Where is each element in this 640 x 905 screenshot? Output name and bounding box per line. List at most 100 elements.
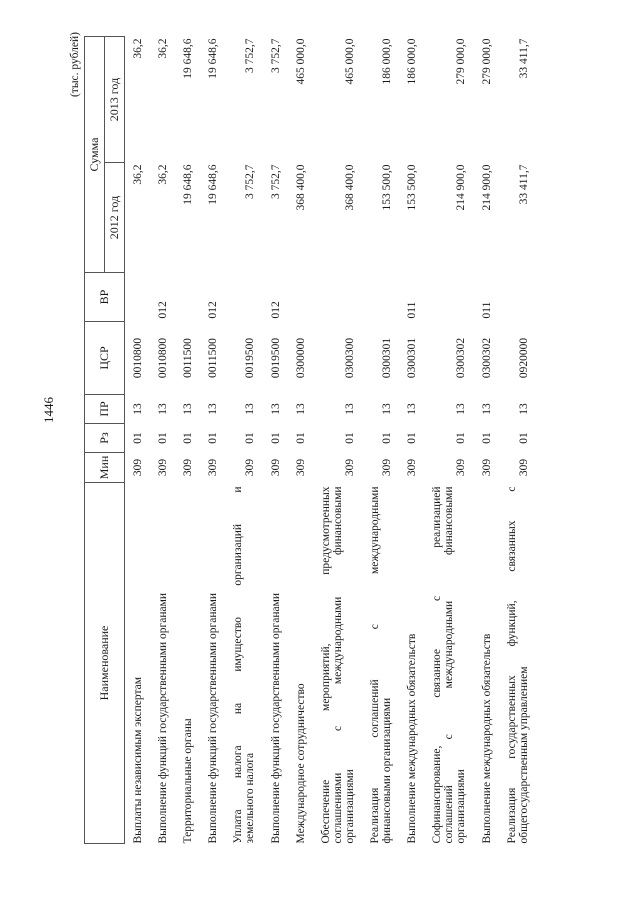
- row-name-line: Реализация соглашений с международными: [369, 486, 382, 844]
- header-vr: ВР: [84, 272, 125, 322]
- cell-min: 309: [480, 458, 493, 477]
- cell-min: 309: [517, 458, 530, 477]
- cell-pr: 13: [455, 403, 468, 415]
- cell-csr: 0019500: [244, 337, 257, 379]
- cell-rz: 01: [244, 432, 257, 444]
- header-rz: Рз: [84, 423, 125, 453]
- cell-vr: [226, 273, 263, 322]
- header-csr: ЦСР: [84, 321, 125, 395]
- table-row: Выполнение функций государственными орга…: [201, 36, 226, 843]
- budget-table: Наименование Мин Рз ПР ЦСР ВР Сумма 2012…: [84, 36, 536, 844]
- header-min: Мин: [84, 452, 125, 483]
- table-row: Реализация государственных функций, связ…: [499, 36, 536, 843]
- row-name-line: земельного налога: [244, 752, 257, 844]
- cell-vr: 011: [480, 301, 493, 319]
- row-name: Реализация государственных функций, связ…: [499, 483, 536, 844]
- table-row: Обеспечение мероприятий, предусмотренных…: [313, 36, 362, 843]
- table-row: Уплата налога на имущество организаций и…: [226, 36, 263, 843]
- table-row: Международное сотрудничество 309 01 13 03000…: [288, 36, 313, 843]
- cell-rz: 01: [131, 432, 144, 444]
- table-row: Выполнение международных обязательств 309…: [474, 36, 499, 843]
- page-number: 1446: [41, 397, 56, 423]
- cell-v2013: 279 000,0: [480, 38, 493, 85]
- row-name-line: Выполнение международных обязательств: [480, 633, 493, 844]
- cell-v2013: 33 411,7: [517, 38, 530, 79]
- cell-v2013: 36,2: [131, 38, 144, 59]
- cell-csr: 0011500: [207, 338, 220, 378]
- cell-v2013: 19 648,6: [207, 38, 220, 79]
- cell-csr: 0019500: [269, 337, 282, 379]
- table-header: Наименование Мин Рз ПР ЦСР ВР Сумма 2012…: [84, 36, 125, 844]
- table-row: Реализация соглашений с международными фи…: [363, 36, 400, 843]
- cell-vr: [288, 273, 313, 322]
- cell-v2012: 3 752,7: [269, 164, 282, 200]
- cell-rz: 01: [269, 432, 282, 444]
- row-name-line: организациями: [455, 769, 468, 844]
- row-name-line: Софинансирование, связанное с реализацие…: [431, 486, 444, 844]
- row-name-line: Выполнение международных обязательств: [406, 633, 419, 844]
- cell-v2012: 214 900,0: [480, 164, 493, 211]
- row-name-line: Международное сотрудничество: [294, 683, 307, 844]
- cell-v2012: 153 500,0: [406, 164, 419, 211]
- cell-v2013: 19 648,6: [181, 38, 194, 79]
- cell-pr: 13: [517, 403, 530, 415]
- table-row: Выплаты независимым экспертам 309 01 13 0010…: [125, 36, 151, 843]
- cell-rz: 01: [294, 432, 307, 444]
- cell-min: 309: [156, 458, 169, 477]
- table-row: Выполнение международных обязательств 309…: [400, 36, 425, 843]
- row-name: Выплаты независимым экспертам: [125, 483, 151, 844]
- cell-pr: 13: [381, 403, 394, 415]
- table-row: Выполнение функций государственными орга…: [263, 36, 288, 843]
- cell-v2013: 186 000,0: [381, 38, 394, 85]
- row-name-line: Обеспечение мероприятий, предусмотренных: [319, 486, 332, 844]
- cell-v2012: 36,2: [131, 164, 144, 185]
- cell-rz: 01: [207, 432, 220, 444]
- cell-min: 309: [381, 458, 394, 477]
- row-name-line: Реализация государственных функций, связ…: [505, 486, 518, 844]
- cell-min: 309: [181, 458, 194, 477]
- cell-rz: 01: [156, 432, 169, 444]
- row-name-line: Уплата налога на имущество организаций и: [232, 486, 245, 844]
- cell-pr: 13: [269, 403, 282, 415]
- row-name-line: Выплаты независимым экспертам: [131, 676, 144, 844]
- cell-v2013: 3 752,7: [269, 38, 282, 73]
- cell-csr: 0300302: [455, 337, 468, 379]
- cell-rz: 01: [480, 432, 493, 444]
- cell-v2013: 186 000,0: [406, 38, 419, 85]
- cell-min: 309: [294, 458, 307, 477]
- cell-csr: 0920000: [517, 337, 530, 379]
- cell-min: 309: [269, 458, 282, 477]
- row-name: Уплата налога на имущество организаций и…: [226, 483, 263, 844]
- row-name-line: Выполнение функций государственными орга…: [156, 592, 169, 844]
- cell-min: 309: [406, 458, 419, 477]
- row-name-line: Выполнение функций государственными орга…: [269, 592, 282, 844]
- cell-min: 309: [207, 458, 220, 477]
- row-name: Обеспечение мероприятий, предусмотренных…: [313, 483, 362, 844]
- cell-rz: 01: [381, 432, 394, 444]
- cell-csr: 0300301: [381, 337, 394, 379]
- cell-csr: 0300302: [480, 337, 493, 379]
- header-name: Наименование: [84, 482, 125, 844]
- cell-vr: [363, 273, 400, 322]
- cell-pr: 13: [244, 403, 257, 415]
- cell-pr: 13: [131, 403, 144, 415]
- cell-pr: 13: [156, 403, 169, 415]
- row-name-line: соглашений с международными финансовыми: [443, 486, 456, 844]
- row-name-line: финансовыми организациями: [381, 697, 394, 844]
- cell-v2012: 153 500,0: [381, 164, 394, 211]
- cell-pr: 13: [343, 403, 356, 415]
- cell-csr: 0300000: [294, 337, 307, 379]
- cell-rz: 01: [517, 432, 530, 444]
- cell-v2013: 465 000,0: [343, 38, 356, 85]
- cell-min: 309: [455, 458, 468, 477]
- cell-v2013: 279 000,0: [455, 38, 468, 85]
- cell-rz: 01: [406, 432, 419, 444]
- cell-pr: 13: [207, 403, 220, 415]
- row-name-line: общегосударственным управлением: [517, 666, 530, 844]
- header-pr: ПР: [84, 394, 125, 424]
- cell-pr: 13: [480, 403, 493, 415]
- cell-min: 309: [131, 458, 144, 477]
- row-name: Реализация соглашений с международными фи…: [363, 483, 400, 844]
- row-name: Выполнение международных обязательств: [400, 483, 425, 844]
- row-name-line: соглашениями с международными финансовым…: [331, 486, 344, 844]
